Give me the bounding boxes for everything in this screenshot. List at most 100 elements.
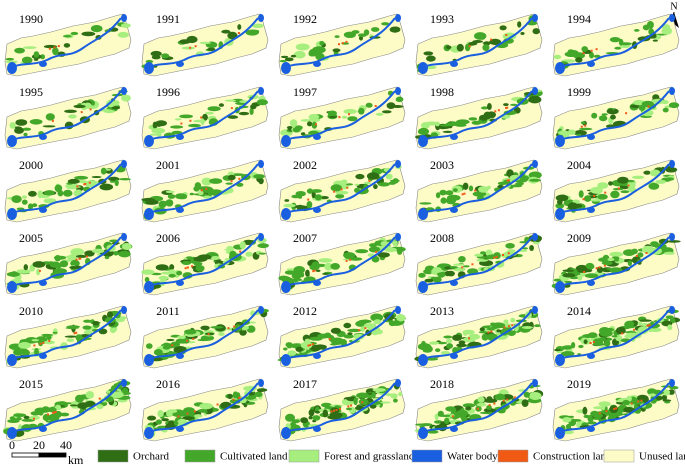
construction-patch xyxy=(503,326,506,329)
land-patch xyxy=(64,335,78,338)
lake xyxy=(532,87,538,95)
construction-patch xyxy=(216,403,219,406)
land-patch xyxy=(189,192,194,196)
lake xyxy=(555,281,565,293)
construction-patch xyxy=(647,105,650,108)
map-panel: 1991 xyxy=(141,12,269,77)
construction-patch xyxy=(205,187,208,190)
lake xyxy=(532,379,538,387)
land-patch xyxy=(225,182,233,185)
land-patch xyxy=(157,410,164,418)
river xyxy=(8,90,122,142)
construction-patch xyxy=(333,409,335,412)
land-patch xyxy=(585,262,594,269)
map-panel: 1999 xyxy=(552,85,680,150)
land-patch xyxy=(330,263,340,270)
land-patch xyxy=(397,249,403,255)
land-patch xyxy=(52,331,58,334)
land-patch xyxy=(580,271,586,277)
construction-patch xyxy=(468,337,471,340)
lake xyxy=(258,379,264,387)
land-patch xyxy=(507,330,516,336)
land-patch xyxy=(446,343,453,349)
river xyxy=(419,309,533,361)
land-patch xyxy=(33,51,40,58)
land-patch xyxy=(330,343,338,346)
land-patch xyxy=(456,119,470,125)
land-patch xyxy=(477,186,489,193)
land-patch xyxy=(295,191,306,197)
land-patch xyxy=(62,35,72,38)
construction-patch xyxy=(648,324,651,327)
land-patch xyxy=(486,405,492,410)
land-patch xyxy=(293,266,305,274)
lake xyxy=(281,62,291,74)
land-patch xyxy=(104,256,110,260)
land-patch xyxy=(592,413,603,419)
construction-patch xyxy=(595,267,598,270)
land-patch xyxy=(36,268,41,276)
land-patch xyxy=(43,340,56,345)
land-patch xyxy=(444,417,450,425)
construction-patch xyxy=(177,415,180,418)
map-panel: 2015 xyxy=(3,377,132,442)
land-patch xyxy=(32,261,46,268)
year-label: 2014 xyxy=(567,304,591,318)
construction-patch xyxy=(232,398,235,401)
lake xyxy=(450,426,458,432)
land-patch xyxy=(641,109,654,117)
year-label: 2001 xyxy=(156,158,180,172)
construction-patch xyxy=(341,42,344,45)
land-patch xyxy=(42,125,56,128)
land-patch xyxy=(150,50,162,57)
land-patch xyxy=(472,40,483,43)
land-patch xyxy=(578,127,593,131)
construction-patch xyxy=(347,405,350,408)
land-patch xyxy=(321,402,332,408)
land-patch xyxy=(19,339,33,343)
land-patch xyxy=(82,325,92,330)
land-patch xyxy=(200,325,210,331)
land-patch xyxy=(598,257,611,262)
land-patch xyxy=(468,42,476,46)
construction-patch xyxy=(239,250,242,253)
land-patch xyxy=(441,191,454,195)
land-patch xyxy=(580,121,586,124)
lake xyxy=(669,379,675,387)
land-patch xyxy=(609,414,621,417)
land-patch xyxy=(112,100,120,106)
lake xyxy=(313,280,321,286)
land-patch xyxy=(83,319,92,323)
construction-patch xyxy=(328,338,331,340)
land-patch xyxy=(145,199,159,205)
land-patch xyxy=(489,255,494,258)
construction-patch xyxy=(604,191,607,194)
land-patch xyxy=(158,275,169,281)
land-patch xyxy=(182,416,195,421)
map-panel: 2010 xyxy=(4,304,132,369)
land-patch xyxy=(532,28,540,35)
land-patch xyxy=(184,329,197,335)
construction-patch xyxy=(595,48,598,51)
land-patch xyxy=(121,23,131,28)
land-patch xyxy=(204,332,215,336)
land-patch xyxy=(371,392,376,399)
land-patch xyxy=(565,423,572,430)
land-patch xyxy=(667,240,681,243)
land-patch xyxy=(193,261,203,266)
construction-patch xyxy=(307,344,310,347)
north-arrow-head xyxy=(674,12,679,28)
land-patch xyxy=(311,191,316,199)
land-patch xyxy=(483,407,495,413)
construction-patch xyxy=(474,189,477,192)
land-patch xyxy=(27,203,34,210)
land-patch xyxy=(356,392,370,399)
land-patch xyxy=(166,409,178,414)
construction-patch xyxy=(346,186,349,189)
land-patch xyxy=(483,111,492,120)
land-patch xyxy=(224,99,237,102)
land-patch xyxy=(353,333,365,340)
map-panel: 2005 xyxy=(4,231,133,296)
map-panel: 2006 xyxy=(141,231,269,296)
construction-patch xyxy=(506,398,509,401)
